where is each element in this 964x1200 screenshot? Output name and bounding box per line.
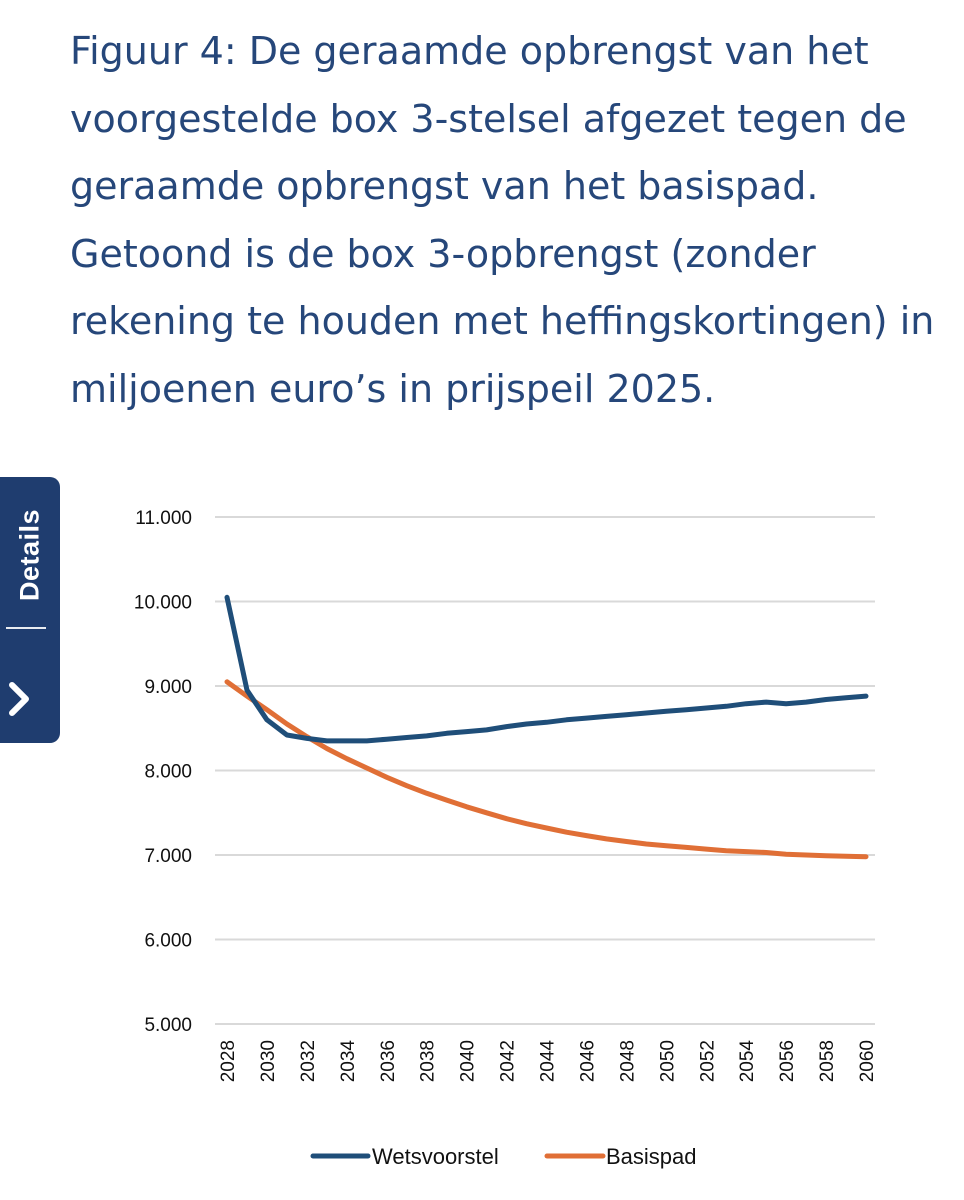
- x-tick-label: 2044: [538, 1040, 559, 1083]
- x-tick-label: 2052: [697, 1040, 718, 1082]
- x-tick-label: 2038: [418, 1040, 439, 1082]
- x-tick-label: 2054: [737, 1040, 758, 1083]
- legend-label: Basispad: [606, 1144, 697, 1169]
- y-tick-label: 7.000: [144, 846, 192, 867]
- details-tab-divider: [6, 627, 46, 629]
- x-tick-label: 2056: [777, 1040, 798, 1082]
- x-tick-label: 2040: [458, 1040, 479, 1082]
- x-tick-label: 2036: [378, 1040, 399, 1082]
- x-tick-label: 2050: [657, 1040, 678, 1082]
- y-tick-label: 5.000: [144, 1015, 192, 1036]
- y-tick-label: 6.000: [144, 931, 192, 952]
- y-tick-label: 9.000: [144, 677, 192, 698]
- x-tick-label: 2042: [498, 1040, 519, 1082]
- y-tick-label: 11.000: [135, 508, 192, 529]
- series-line-basispad: [224, 679, 869, 860]
- chevron-right-icon: [9, 682, 29, 716]
- y-tick-label: 10.000: [134, 593, 192, 614]
- x-tick-label: 2058: [817, 1040, 838, 1082]
- y-tick-label: 8.000: [144, 762, 192, 783]
- x-tick-label: 2046: [577, 1040, 598, 1082]
- series-line-wetsvoorstel: [224, 594, 869, 744]
- x-tick-label: 2030: [258, 1040, 279, 1082]
- x-tick-label: 2028: [218, 1040, 239, 1082]
- x-tick-label: 2034: [338, 1040, 359, 1083]
- x-tick-label: 2032: [298, 1040, 319, 1082]
- x-tick-label: 2060: [857, 1040, 878, 1082]
- details-tab[interactable]: Details: [0, 477, 60, 743]
- legend-label: Wetsvoorstel: [372, 1144, 499, 1169]
- x-tick-label: 2048: [617, 1040, 638, 1082]
- figure-caption: Figuur 4: De geraamde opbrengst van het …: [70, 29, 935, 411]
